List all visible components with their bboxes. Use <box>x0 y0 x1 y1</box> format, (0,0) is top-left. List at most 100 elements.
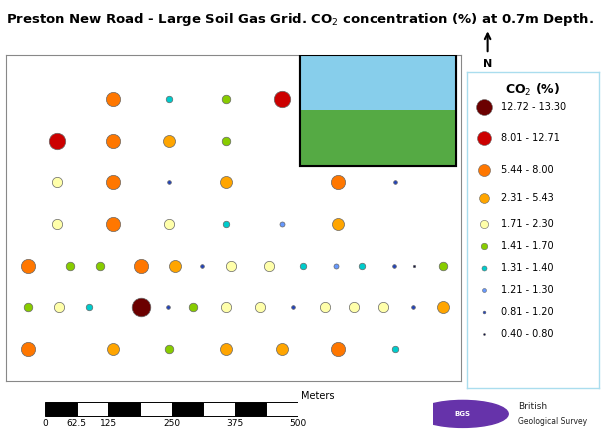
Point <box>222 179 231 186</box>
Point <box>164 221 174 228</box>
Text: 250: 250 <box>163 419 180 428</box>
Text: 0.40 - 0.80: 0.40 - 0.80 <box>501 329 553 339</box>
Bar <box>300 55 456 110</box>
Text: 5.44 - 8.00: 5.44 - 8.00 <box>501 165 554 175</box>
Point <box>164 95 174 102</box>
Point <box>358 262 367 269</box>
Point <box>95 262 104 269</box>
Point <box>66 262 75 269</box>
Bar <box>45 402 77 416</box>
Bar <box>300 55 456 166</box>
Text: 8.01 - 12.71: 8.01 - 12.71 <box>501 134 560 144</box>
Text: 1.41 - 1.70: 1.41 - 1.70 <box>501 241 554 251</box>
Point <box>479 286 489 293</box>
Point <box>164 179 174 186</box>
Point <box>409 262 419 269</box>
Point <box>222 304 231 311</box>
Text: CO$_2$ (%): CO$_2$ (%) <box>505 82 560 98</box>
Point <box>479 308 489 315</box>
Point <box>23 346 33 353</box>
Point <box>84 304 94 311</box>
Point <box>222 138 231 145</box>
Bar <box>140 402 172 416</box>
Bar <box>172 402 203 416</box>
Point <box>278 95 287 102</box>
Text: BGS: BGS <box>455 411 471 417</box>
Text: 0.81 - 1.20: 0.81 - 1.20 <box>501 307 554 317</box>
Text: 500: 500 <box>290 419 306 428</box>
Bar <box>266 402 298 416</box>
Text: British: British <box>518 402 547 411</box>
Point <box>108 179 118 186</box>
Point <box>227 262 237 269</box>
Point <box>479 264 489 271</box>
Point <box>170 262 180 269</box>
Point <box>479 331 489 338</box>
Text: 62.5: 62.5 <box>67 419 87 428</box>
Point <box>137 304 146 311</box>
Point <box>409 304 418 311</box>
Text: 0: 0 <box>42 419 48 428</box>
Point <box>298 262 308 269</box>
Point <box>479 103 489 110</box>
Point <box>108 95 118 102</box>
Point <box>479 135 489 142</box>
Bar <box>77 402 108 416</box>
Point <box>320 304 330 311</box>
Point <box>55 304 64 311</box>
Text: 375: 375 <box>226 419 243 428</box>
Text: Geological Survey: Geological Survey <box>518 417 587 426</box>
Point <box>23 304 33 311</box>
Bar <box>235 402 266 416</box>
Point <box>222 95 231 102</box>
Point <box>288 304 298 311</box>
Point <box>438 304 447 311</box>
Point <box>108 221 118 228</box>
Point <box>278 221 287 228</box>
Point <box>137 262 146 269</box>
Text: Meters: Meters <box>300 391 334 401</box>
Point <box>255 304 265 311</box>
Point <box>164 138 174 145</box>
Point <box>389 262 399 269</box>
Point <box>331 262 341 269</box>
Text: Preston New Road - Large Soil Gas Grid. CO$_2$ concentration (%) at 0.7m Depth.: Preston New Road - Large Soil Gas Grid. … <box>6 11 594 28</box>
Point <box>479 195 489 202</box>
Point <box>438 262 447 269</box>
Point <box>264 262 274 269</box>
Bar <box>108 402 140 416</box>
Point <box>378 304 388 311</box>
Point <box>222 221 231 228</box>
Point <box>197 262 207 269</box>
Text: 2.31 - 5.43: 2.31 - 5.43 <box>501 194 554 203</box>
Point <box>334 346 343 353</box>
Point <box>108 138 118 145</box>
Text: 12.72 - 13.30: 12.72 - 13.30 <box>501 102 566 112</box>
Point <box>334 221 343 228</box>
Point <box>334 179 343 186</box>
Text: 125: 125 <box>100 419 117 428</box>
Point <box>52 221 61 228</box>
Circle shape <box>417 400 508 427</box>
Point <box>222 346 231 353</box>
Point <box>108 346 118 353</box>
Point <box>391 179 400 186</box>
Point <box>188 304 198 311</box>
Point <box>278 346 287 353</box>
Point <box>349 304 358 311</box>
Point <box>52 179 61 186</box>
Bar <box>300 110 456 166</box>
Point <box>479 242 489 249</box>
Point <box>164 346 174 353</box>
Bar <box>300 55 456 166</box>
Point <box>52 138 61 145</box>
Bar <box>203 402 235 416</box>
Point <box>391 346 400 353</box>
Point <box>479 220 489 227</box>
Text: 1.71 - 2.30: 1.71 - 2.30 <box>501 219 554 229</box>
Point <box>163 304 173 311</box>
Text: 1.21 - 1.30: 1.21 - 1.30 <box>501 285 554 295</box>
Point <box>479 166 489 173</box>
Text: 1.31 - 1.40: 1.31 - 1.40 <box>501 263 553 273</box>
Text: N: N <box>483 59 492 69</box>
